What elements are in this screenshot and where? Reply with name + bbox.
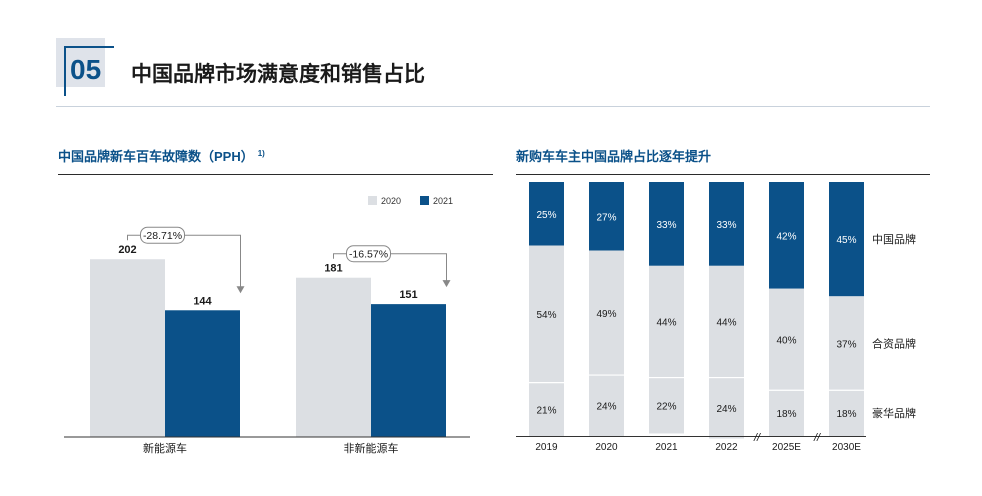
bar-value-label: 151	[399, 289, 417, 301]
axis-break-mark: //	[753, 432, 761, 444]
change-label: -16.57%	[349, 249, 388, 261]
segment-label-joint-venture: 44%	[716, 318, 736, 329]
section-badge-bracket-top	[64, 46, 114, 48]
x-tick-label: 非新能源车	[344, 441, 399, 455]
x-tick-label: 2021	[655, 442, 678, 453]
segment-label-china-brand: 25%	[536, 210, 556, 221]
x-tick-label: 2019	[535, 442, 558, 453]
bar-segment-china-brand	[709, 182, 744, 266]
segment-label-joint-venture: 44%	[656, 318, 676, 329]
page-title: 中国品牌市场满意度和销售占比	[131, 63, 425, 86]
legend-swatch-2021	[420, 196, 429, 205]
bar-segment-joint-venture	[529, 245, 564, 383]
segment-label-luxury: 24%	[596, 402, 616, 413]
section-badge-bracket	[64, 46, 66, 96]
change-arrow-head	[442, 280, 451, 288]
segment-label-china-brand: 45%	[836, 235, 856, 246]
bar-segment-joint-venture	[649, 265, 684, 378]
legend-label-0: 豪华品牌	[872, 406, 916, 420]
bar-segment-luxury	[529, 383, 564, 436]
bar-segment-luxury	[709, 378, 744, 439]
bar-segment-joint-venture	[829, 296, 864, 391]
bar-2020-1	[296, 277, 371, 437]
axis-break-mark: //	[813, 432, 821, 444]
x-tick-label: 新能源车	[143, 441, 187, 455]
footnote-marker: 1)	[257, 148, 265, 158]
segment-label-luxury: 21%	[536, 405, 556, 416]
change-badge	[140, 226, 185, 244]
bar-segment-luxury	[769, 390, 804, 436]
bar-2021-1	[371, 304, 446, 437]
bar-segment-china-brand	[649, 182, 684, 266]
bar-2020-0	[90, 259, 165, 437]
segment-label-china-brand: 27%	[596, 212, 616, 223]
segment-label-china-brand: 33%	[716, 220, 736, 231]
bar-value-label: 144	[193, 295, 212, 307]
bar-segment-china-brand	[589, 182, 624, 251]
left-chart-rule	[58, 174, 493, 175]
bar-segment-luxury	[649, 378, 684, 434]
legend-label-2: 中国品牌	[872, 232, 916, 246]
segment-label-luxury: 18%	[776, 409, 796, 420]
x-tick-label: 2030E	[832, 442, 861, 453]
legend-label-2021: 2021	[433, 196, 453, 206]
segment-label-joint-venture: 54%	[536, 310, 556, 321]
section-number: 05	[70, 54, 102, 85]
bar-segment-china-brand	[829, 182, 864, 297]
bar-segment-china-brand	[769, 182, 804, 289]
right-chart-title: 新购车车主中国品牌占比逐年提升	[516, 149, 712, 164]
x-tick-label: 2022	[715, 442, 738, 453]
change-badge	[346, 245, 391, 263]
change-label: -28.71%	[143, 230, 182, 242]
bar-value-label: 181	[324, 263, 342, 275]
segment-label-joint-venture: 37%	[836, 339, 856, 350]
bar-segment-china-brand	[529, 182, 564, 246]
segment-label-china-brand: 42%	[776, 231, 796, 242]
change-arrow-head	[236, 286, 245, 294]
title-divider	[56, 106, 930, 107]
bar-segment-joint-venture	[769, 288, 804, 391]
segment-label-luxury: 18%	[836, 409, 856, 420]
segment-label-joint-venture: 49%	[596, 309, 616, 320]
segment-label-luxury: 24%	[716, 404, 736, 415]
left-chart-title-text: 中国品牌新车百车故障数（PPH）	[58, 149, 254, 164]
bar-segment-luxury	[829, 390, 864, 436]
segment-label-luxury: 22%	[656, 402, 676, 413]
right-chart-rule	[516, 174, 930, 175]
segment-label-china-brand: 33%	[656, 220, 676, 231]
bar-value-label: 202	[118, 244, 136, 256]
legend-label-2020: 2020	[381, 196, 401, 206]
bar-segment-joint-venture	[709, 265, 744, 378]
bar-segment-joint-venture	[589, 250, 624, 376]
x-tick-label: 2025E	[772, 442, 801, 453]
bar-segment-luxury	[589, 375, 624, 436]
bar-2021-0	[165, 310, 240, 437]
x-tick-label: 2020	[595, 442, 618, 453]
legend-swatch-2020	[368, 196, 377, 205]
segment-label-joint-venture: 40%	[776, 335, 796, 346]
legend-label-1: 合资品牌	[872, 336, 916, 350]
left-chart-title: 中国品牌新车百车故障数（PPH） 1)	[58, 146, 265, 165]
